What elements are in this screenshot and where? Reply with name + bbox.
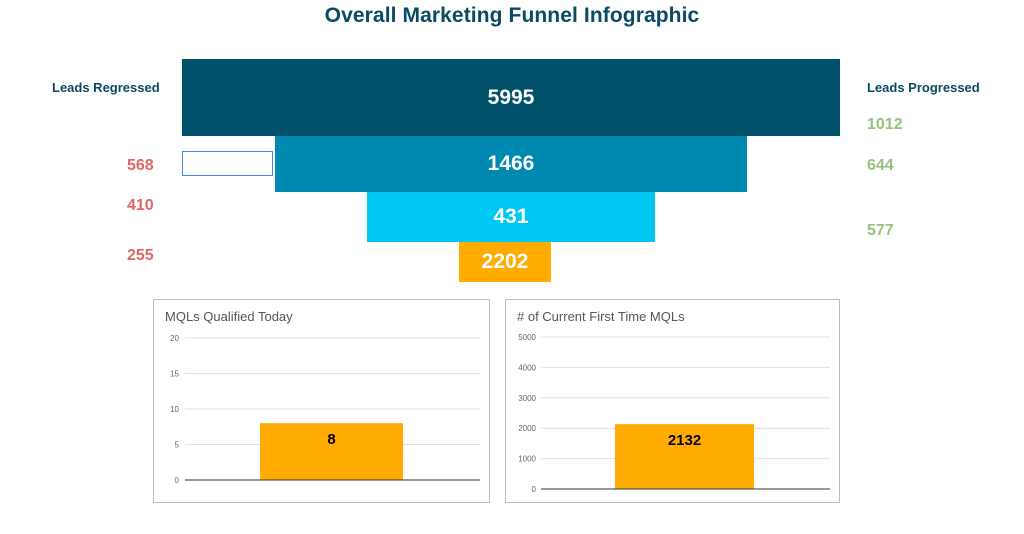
current-first-time-mqls-title: # of Current First Time MQLs <box>517 309 685 324</box>
mqls-today-bar-value-label: 8 <box>327 431 335 448</box>
regressed-value-3: 255 <box>127 247 154 264</box>
funnel-stage-4: 2202 <box>459 242 551 282</box>
funnel-stage-1: 5995 <box>182 59 840 136</box>
current-first-time-mqls-chart[interactable]: # of Current First Time MQLs 0 1000 2000 30… <box>505 299 840 503</box>
regressed-value-1: 568 <box>127 157 154 174</box>
funnel-stage-2-value: 1466 <box>487 152 535 175</box>
mqls-today-y-tick-label: 20 <box>170 334 179 343</box>
funnel-stage-2: 1466 <box>275 136 747 192</box>
mqls-qualified-today-chart[interactable]: MQLs Qualified Today 0 5 10 15 20 8 <box>153 299 490 503</box>
progressed-value-1: 1012 <box>867 116 903 133</box>
regressed-value-2: 410 <box>127 197 154 214</box>
mqls-today-bar[interactable] <box>260 423 403 480</box>
selection-outline-box[interactable] <box>182 151 273 176</box>
first-time-mqls-y-tick-label: 1000 <box>518 455 536 464</box>
first-time-mqls-bar[interactable] <box>615 424 754 489</box>
progressed-value-3: 577 <box>867 222 894 239</box>
mqls-today-y-tick-label: 0 <box>175 476 180 485</box>
mqls-today-y-tick-label: 10 <box>170 405 179 414</box>
funnel-stage-4-value: 2202 <box>481 250 529 273</box>
first-time-mqls-y-tick-label: 3000 <box>518 394 536 403</box>
page-title: Overall Marketing Funnel Infographic <box>324 4 700 27</box>
first-time-mqls-y-tick-label: 0 <box>532 485 537 494</box>
mqls-qualified-today-plot: 0 5 10 15 20 8 <box>170 334 480 485</box>
funnel-stage-1-value: 5995 <box>487 85 535 109</box>
first-time-mqls-y-tick-label: 2000 <box>518 424 536 433</box>
current-first-time-mqls-plot: 0 1000 2000 3000 4000 5000 2132 <box>518 333 830 494</box>
leads-regressed-heading: Leads Regressed <box>52 80 160 95</box>
progressed-value-2: 644 <box>867 157 894 174</box>
first-time-mqls-bar-value-label: 2132 <box>668 432 701 449</box>
leads-progressed-heading: Leads Progressed <box>867 80 980 95</box>
mqls-today-y-tick-label: 5 <box>175 441 180 450</box>
mqls-qualified-today-title: MQLs Qualified Today <box>165 309 293 324</box>
funnel-stage-3-value: 431 <box>493 205 529 228</box>
first-time-mqls-y-tick-label: 5000 <box>518 333 536 342</box>
first-time-mqls-y-tick-label: 4000 <box>518 363 536 372</box>
funnel-stage-3: 431 <box>367 192 655 242</box>
mqls-today-y-tick-label: 15 <box>170 370 179 379</box>
